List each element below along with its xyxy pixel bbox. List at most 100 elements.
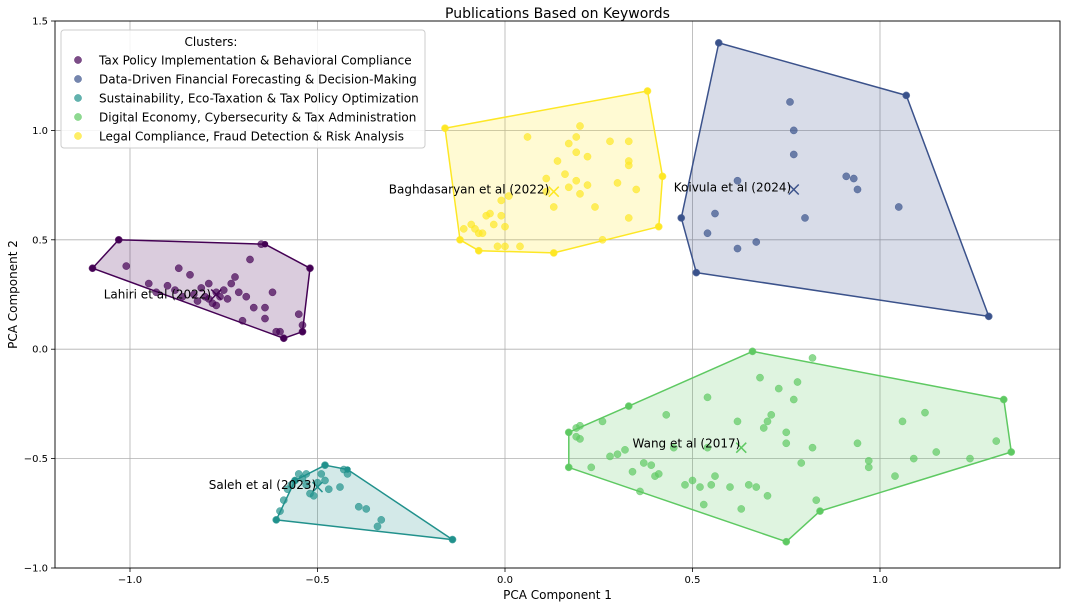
data-point <box>212 301 221 310</box>
data-point <box>231 273 239 281</box>
data-point <box>441 124 449 133</box>
data-point <box>733 176 742 185</box>
data-point <box>647 461 656 470</box>
data-point <box>786 98 794 106</box>
legend-marker <box>74 94 82 102</box>
data-point <box>789 150 798 159</box>
centroid-annotation: Wang et al (2017) <box>633 436 741 450</box>
data-point <box>576 122 584 130</box>
data-point <box>279 496 288 505</box>
data-point <box>261 314 269 323</box>
data-point <box>711 209 719 218</box>
data-point <box>489 220 498 229</box>
data-point <box>591 203 599 211</box>
data-point <box>849 174 858 183</box>
data-point <box>628 467 637 476</box>
data-point <box>606 137 614 146</box>
data-point <box>808 443 817 452</box>
legend-entry-label: Tax Policy Implementation & Behavioral C… <box>98 54 412 68</box>
data-point <box>294 310 303 319</box>
data-point <box>606 452 614 461</box>
data-point <box>688 476 697 485</box>
data-point <box>324 485 333 494</box>
legend-marker <box>74 56 82 64</box>
data-point <box>853 185 862 194</box>
data-point <box>864 456 873 465</box>
data-point <box>516 242 524 251</box>
data-point <box>564 463 573 472</box>
data-points <box>88 39 1016 546</box>
data-point <box>598 235 607 244</box>
data-point <box>632 185 641 194</box>
data-point <box>703 443 712 452</box>
data-point <box>272 516 281 524</box>
chart-title: Publications Based on Keywords <box>445 6 670 22</box>
data-point <box>624 137 633 146</box>
data-point <box>204 279 213 288</box>
data-point <box>163 281 172 290</box>
legend-marker <box>74 113 82 121</box>
data-point <box>643 87 652 95</box>
data-point <box>624 402 633 410</box>
data-point <box>756 373 764 382</box>
data-point <box>812 496 821 505</box>
data-point <box>763 491 772 500</box>
data-point <box>216 292 224 301</box>
data-point <box>504 192 513 200</box>
centroid-annotation: Saleh et al (2023) <box>209 478 316 492</box>
data-point <box>767 410 776 419</box>
y-tick-label: −1.0 <box>24 564 48 575</box>
data-point <box>898 417 907 426</box>
y-axis-label: PCA Component 2 <box>6 240 20 349</box>
axis-ticks: −1.0 −0.5 0.0 0.5 1.0 −1.0 −0.5 0.0 0.5 1.0 1.5 <box>24 17 888 587</box>
data-point <box>572 148 581 157</box>
legend-title: Clusters: <box>185 35 238 49</box>
data-point <box>497 211 506 220</box>
data-point <box>474 246 483 255</box>
data-point <box>114 235 123 244</box>
legend-entry-label: Sustainability, Eco-Taxation & Tax Polic… <box>99 92 419 106</box>
data-point <box>549 203 558 211</box>
data-point <box>88 264 97 273</box>
data-point <box>276 507 284 515</box>
x-tick-label: 0.0 <box>497 575 513 586</box>
data-point <box>789 126 798 135</box>
data-point <box>542 187 551 196</box>
data-point <box>752 483 761 491</box>
legend: Clusters: Tax Policy Implementation & Beh… <box>60 29 426 149</box>
data-point <box>748 347 757 356</box>
data-point <box>733 417 742 426</box>
data-point <box>501 222 509 231</box>
data-point <box>564 139 573 148</box>
data-point <box>891 472 899 480</box>
legend-entry-label: Legal Compliance, Fraud Detection & Risk… <box>99 130 404 144</box>
data-point <box>486 209 494 218</box>
centroid-annotation: Lahiri et al (2022) <box>104 288 211 302</box>
data-point <box>291 476 299 485</box>
data-point <box>242 292 251 301</box>
data-point <box>613 450 622 459</box>
data-point <box>681 481 689 489</box>
data-point <box>921 408 929 417</box>
data-point <box>448 535 457 544</box>
data-point <box>782 428 791 437</box>
data-point <box>246 255 254 264</box>
legend-marker <box>74 132 82 140</box>
data-point <box>621 445 629 454</box>
data-point <box>654 222 663 231</box>
data-point <box>587 463 596 472</box>
y-tick-label: 0.5 <box>32 235 48 246</box>
data-point <box>864 463 873 472</box>
data-point <box>459 225 468 233</box>
data-point <box>797 459 806 467</box>
centroid-annotation: Baghdasaryan et al (2022) <box>389 182 550 196</box>
centroid-marker <box>788 183 800 196</box>
data-point <box>564 428 573 437</box>
data-point <box>474 229 483 238</box>
data-point <box>302 470 311 478</box>
annotations: Lahiri et al (2022) Koivula et al (2024) B… <box>104 180 791 492</box>
data-point <box>733 244 742 253</box>
data-point <box>572 133 581 141</box>
legend-marker <box>74 75 82 83</box>
